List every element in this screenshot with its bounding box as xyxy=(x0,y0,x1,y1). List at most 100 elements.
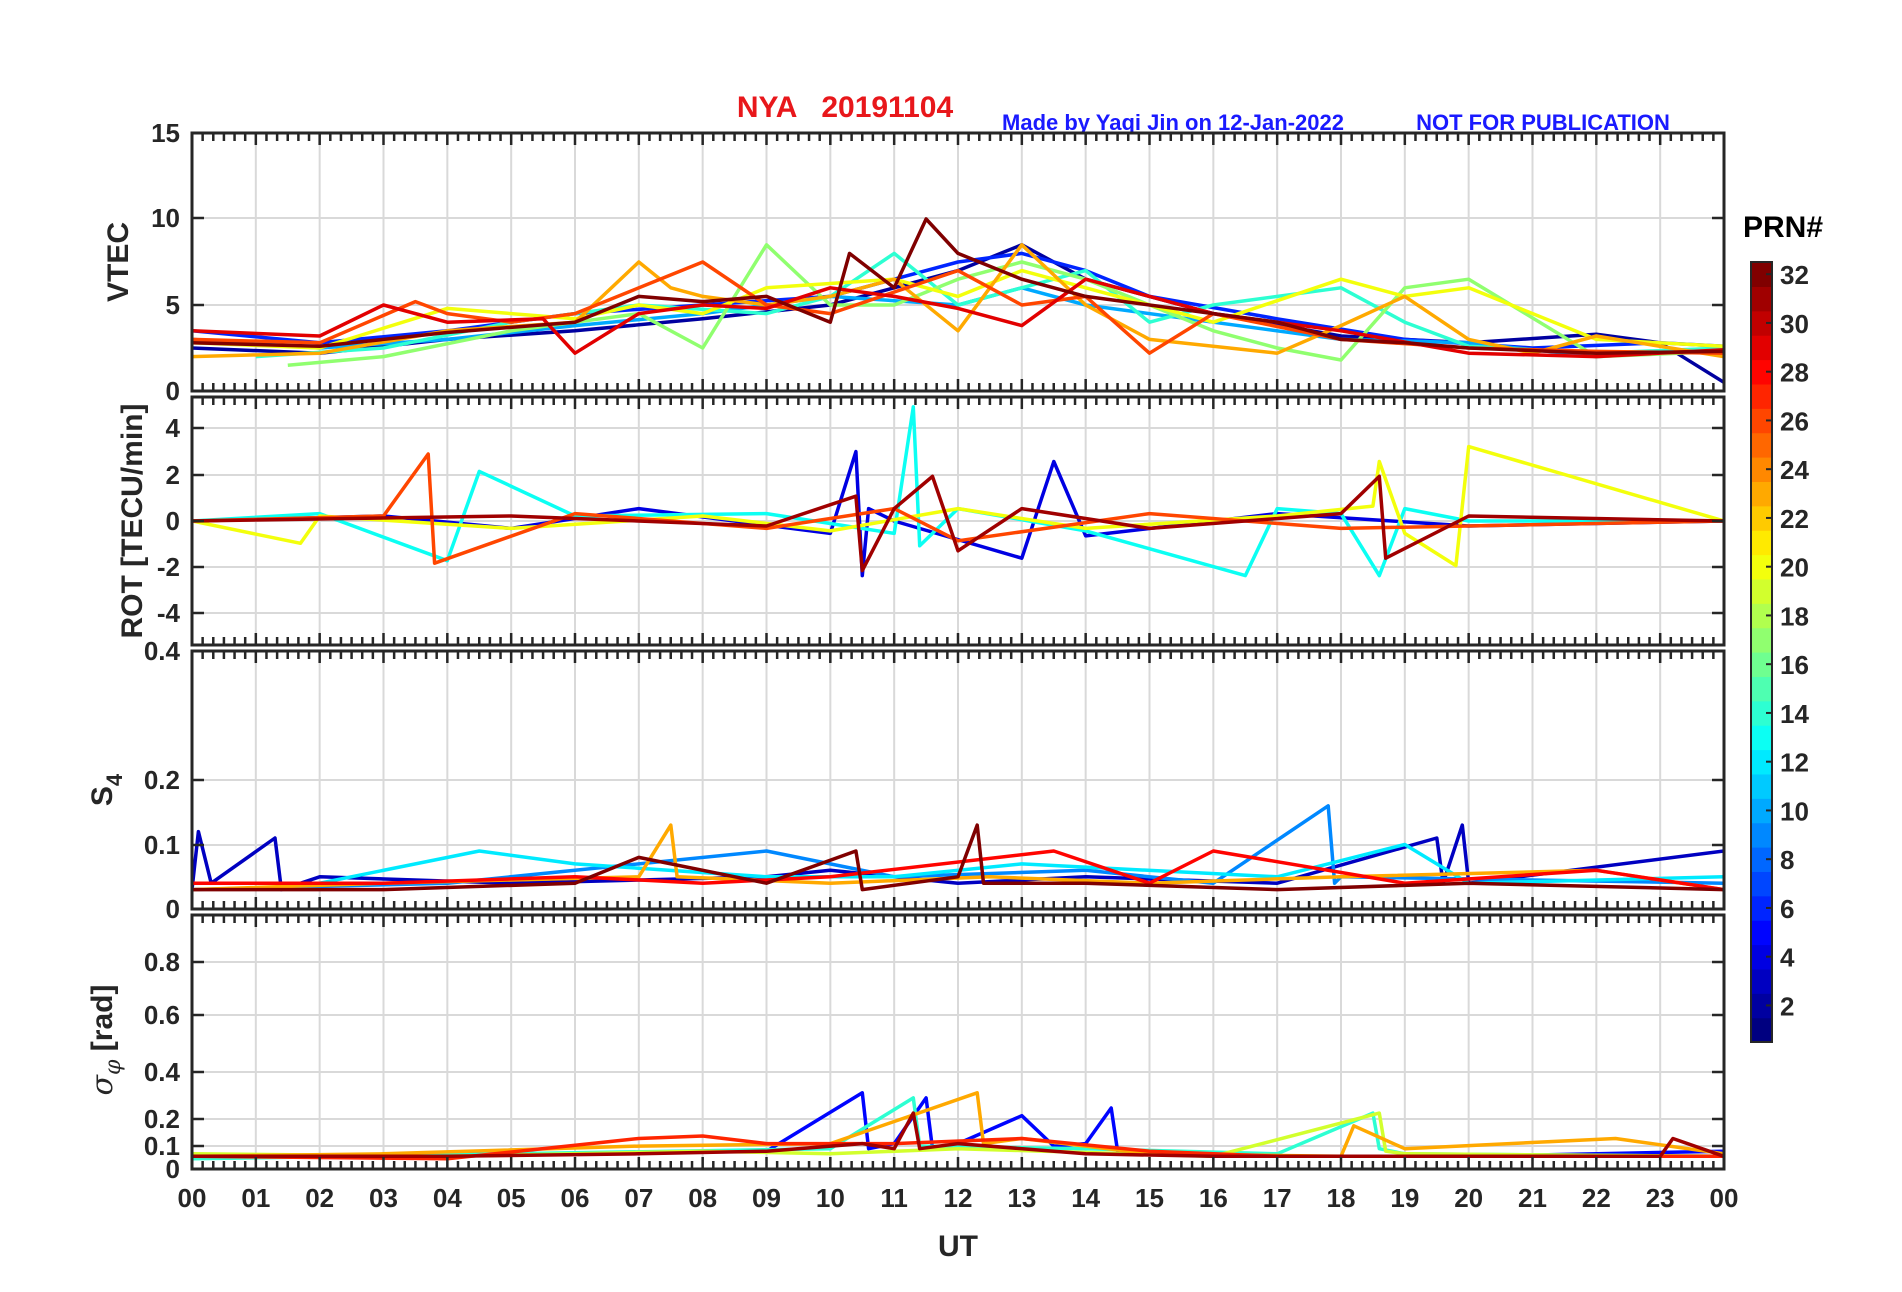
x-tick-label: 08 xyxy=(688,1183,717,1213)
colorbar-frame xyxy=(1750,261,1773,1043)
x-tick-label: 14 xyxy=(1071,1183,1100,1213)
colorbar-tick-label: 32 xyxy=(1780,260,1809,290)
colorbar-tick-label: 18 xyxy=(1780,601,1809,631)
x-tick-label: 07 xyxy=(624,1183,653,1213)
y-tick-label: 0.2 xyxy=(144,765,180,795)
colorbar-segment xyxy=(1751,432,1772,458)
colorbar-segment xyxy=(1751,530,1772,556)
colorbar-tick-label: 4 xyxy=(1780,943,1795,973)
series-line-prn-3 xyxy=(192,823,1724,892)
colorbar-segment xyxy=(1751,627,1772,653)
x-tick-label: 21 xyxy=(1518,1183,1547,1213)
x-tick-label: 03 xyxy=(369,1183,398,1213)
colorbar-tick-label: 24 xyxy=(1780,455,1809,485)
series-line-prn-9 xyxy=(192,804,1724,892)
y-tick-label: 0.8 xyxy=(144,947,180,977)
y-tick-label: 2 xyxy=(166,460,180,490)
colorbar-tick-label: 12 xyxy=(1780,748,1809,778)
series-line-prn-31 xyxy=(192,474,1724,573)
colorbar-tick-label: 28 xyxy=(1780,358,1809,388)
y-tick-label: 0.4 xyxy=(144,636,181,666)
y-tick-label: 0 xyxy=(166,894,180,924)
colorbar-title: PRN# xyxy=(1743,211,1823,244)
colorbar-segment xyxy=(1751,652,1772,677)
y-tick-label: 0.1 xyxy=(144,830,180,860)
colorbar-segment xyxy=(1751,773,1772,799)
x-tick-label: 09 xyxy=(752,1183,781,1213)
series-line-prn-26 xyxy=(192,452,1724,565)
colorbar-segment xyxy=(1751,286,1772,312)
y-axis-label: VTEC xyxy=(102,222,135,302)
colorbar-segment xyxy=(1751,895,1772,921)
panel-sigma_phi-series xyxy=(192,1091,1724,1161)
series-line-prn-13 xyxy=(192,405,1724,578)
colorbar-segment xyxy=(1751,676,1772,702)
x-tick-label: 16 xyxy=(1199,1183,1228,1213)
y-tick-label: 0 xyxy=(166,1154,180,1184)
x-tick-label: 20 xyxy=(1454,1183,1483,1213)
colorbar-segment xyxy=(1751,871,1772,897)
panel-s4-series xyxy=(192,804,1724,892)
y-tick-label: 0.2 xyxy=(144,1104,180,1134)
colorbar-segment xyxy=(1751,993,1772,1019)
panel-vtec: 0 5 10 15 VTEC xyxy=(102,118,1726,406)
series-line-prn-32 xyxy=(192,217,1724,355)
y-tick-label: 0 xyxy=(166,376,180,406)
colorbar-tick-label: 20 xyxy=(1780,553,1809,583)
colorbar-tick-label: 2 xyxy=(1780,991,1794,1021)
colorbar-segment xyxy=(1751,920,1772,946)
colorbar-segment xyxy=(1751,847,1772,872)
y-tick-label: -2 xyxy=(157,552,180,582)
y-tick-label: 10 xyxy=(151,203,180,233)
y-tick-label: 0.6 xyxy=(144,1000,180,1030)
y-tick-label: 0.1 xyxy=(144,1131,180,1161)
x-tick-label: 17 xyxy=(1263,1183,1292,1213)
x-tick-label: 00 xyxy=(1710,1183,1739,1213)
x-tick-label: 01 xyxy=(241,1183,270,1213)
colorbar-tick-label: 14 xyxy=(1780,699,1809,729)
y-tick-label: 0.4 xyxy=(144,1057,181,1087)
panel-sigma_phi: 00.10.2 0.4 0.6 0.8 σφ [rad] xyxy=(85,913,1726,1184)
colorbar-tick-label: 8 xyxy=(1780,845,1794,875)
x-tick-label: 06 xyxy=(561,1183,590,1213)
colorbar-tick-label: 26 xyxy=(1780,406,1809,436)
colorbar-segment xyxy=(1751,262,1772,287)
colorbar-segment xyxy=(1751,359,1772,385)
series-line-prn-28 xyxy=(192,849,1724,892)
colorbar-segment xyxy=(1751,1017,1772,1043)
colorbar-segment xyxy=(1751,335,1772,361)
x-tick-label: 11 xyxy=(880,1183,908,1213)
x-tick-label: 22 xyxy=(1582,1183,1611,1213)
chart-title: NYA 20191104 xyxy=(737,91,954,124)
y-tick-label: -4 xyxy=(157,598,181,628)
series-line-prn-31 xyxy=(192,1111,1724,1159)
notice-text: NOT FOR PUBLICATION xyxy=(1416,110,1670,135)
panel-rot-series xyxy=(192,405,1724,578)
x-tick-label: 15 xyxy=(1135,1183,1164,1213)
x-tick-label: 10 xyxy=(816,1183,845,1213)
x-tick-label: 04 xyxy=(433,1183,462,1213)
x-tick-label: 02 xyxy=(305,1183,334,1213)
colorbar-segment xyxy=(1751,383,1772,409)
colorbar-segment xyxy=(1751,700,1772,726)
x-tick-label: 18 xyxy=(1327,1183,1356,1213)
colorbar-segment xyxy=(1751,822,1772,848)
x-axis-label: UT xyxy=(938,1230,978,1263)
y-tick-label: 15 xyxy=(151,118,180,148)
colorbar-tick-label: 6 xyxy=(1780,894,1794,924)
series-line-prn-14 xyxy=(255,251,1724,359)
x-axis-tick-labels: 00 01 02 03 04 05 06 07 08 09 10 11 12 13 14 15 16 17 18 19… xyxy=(178,1183,1739,1213)
y-tick-label: 4 xyxy=(166,413,181,443)
colorbar-segment xyxy=(1751,481,1772,507)
x-tick-label: 12 xyxy=(944,1183,973,1213)
panel-s4: 00.10.20.4S4 xyxy=(86,636,1726,924)
colorbar-tick-label: 16 xyxy=(1780,650,1809,680)
y-axis-label: σφ [rad] xyxy=(85,985,126,1096)
series-line-prn-29 xyxy=(192,277,1724,359)
x-tick-label: 13 xyxy=(1007,1183,1036,1213)
x-tick-label: 00 xyxy=(178,1183,207,1213)
x-tick-label: 05 xyxy=(497,1183,526,1213)
x-tick-label: 19 xyxy=(1390,1183,1419,1213)
